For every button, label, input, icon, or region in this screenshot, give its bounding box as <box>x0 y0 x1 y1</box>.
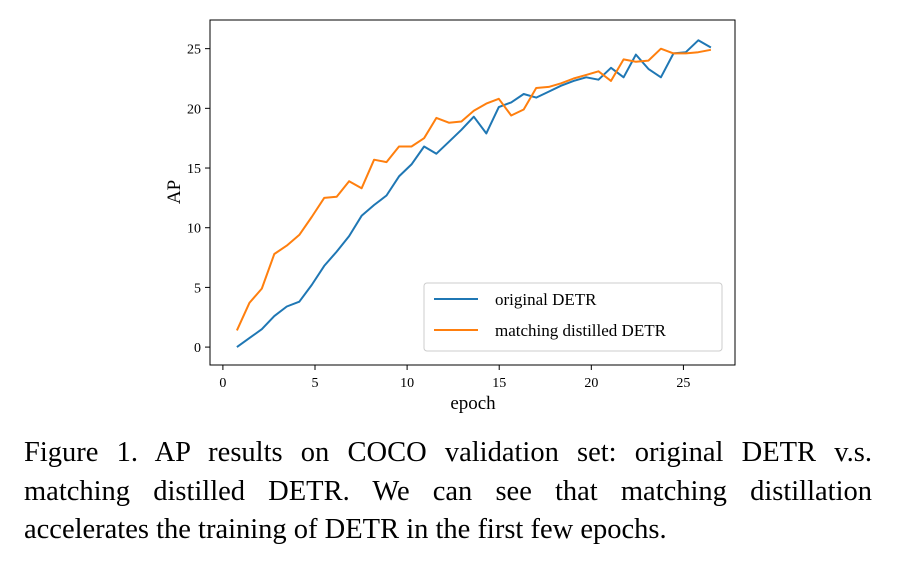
y-axis-label: AP <box>164 180 185 204</box>
legend-label-distilled: matching distilled DETR <box>495 321 667 340</box>
y-tick-label: 15 <box>187 162 201 177</box>
x-tick-label: 10 <box>400 376 414 391</box>
x-tick-label: 20 <box>584 376 598 391</box>
x-axis-label: epoch <box>450 393 496 414</box>
y-tick-label: 10 <box>187 222 201 237</box>
x-tick-label: 25 <box>676 376 690 391</box>
legend: original DETR matching distilled DETR <box>423 282 723 352</box>
legend-box <box>423 282 723 352</box>
legend-label-original: original DETR <box>495 290 597 309</box>
x-tick-label: 15 <box>492 376 506 391</box>
y-tick-label: 5 <box>194 281 201 296</box>
x-tick-label: 0 <box>219 376 226 391</box>
series-line-original-detr <box>236 39 712 348</box>
plot-frame <box>209 19 736 366</box>
figure-caption: Figure 1. AP results on COCO validation … <box>24 437 872 545</box>
y-tick-label: 0 <box>194 341 201 356</box>
y-tick-label: 25 <box>187 43 201 58</box>
line-chart: 0 5 10 15 20 25 0 5 10 15 20 25 AP epoch original D… <box>164 19 736 414</box>
x-tick-label: 5 <box>312 376 319 391</box>
y-tick-label: 20 <box>187 102 201 117</box>
series-line-matching-distilled-detr <box>235 47 712 331</box>
